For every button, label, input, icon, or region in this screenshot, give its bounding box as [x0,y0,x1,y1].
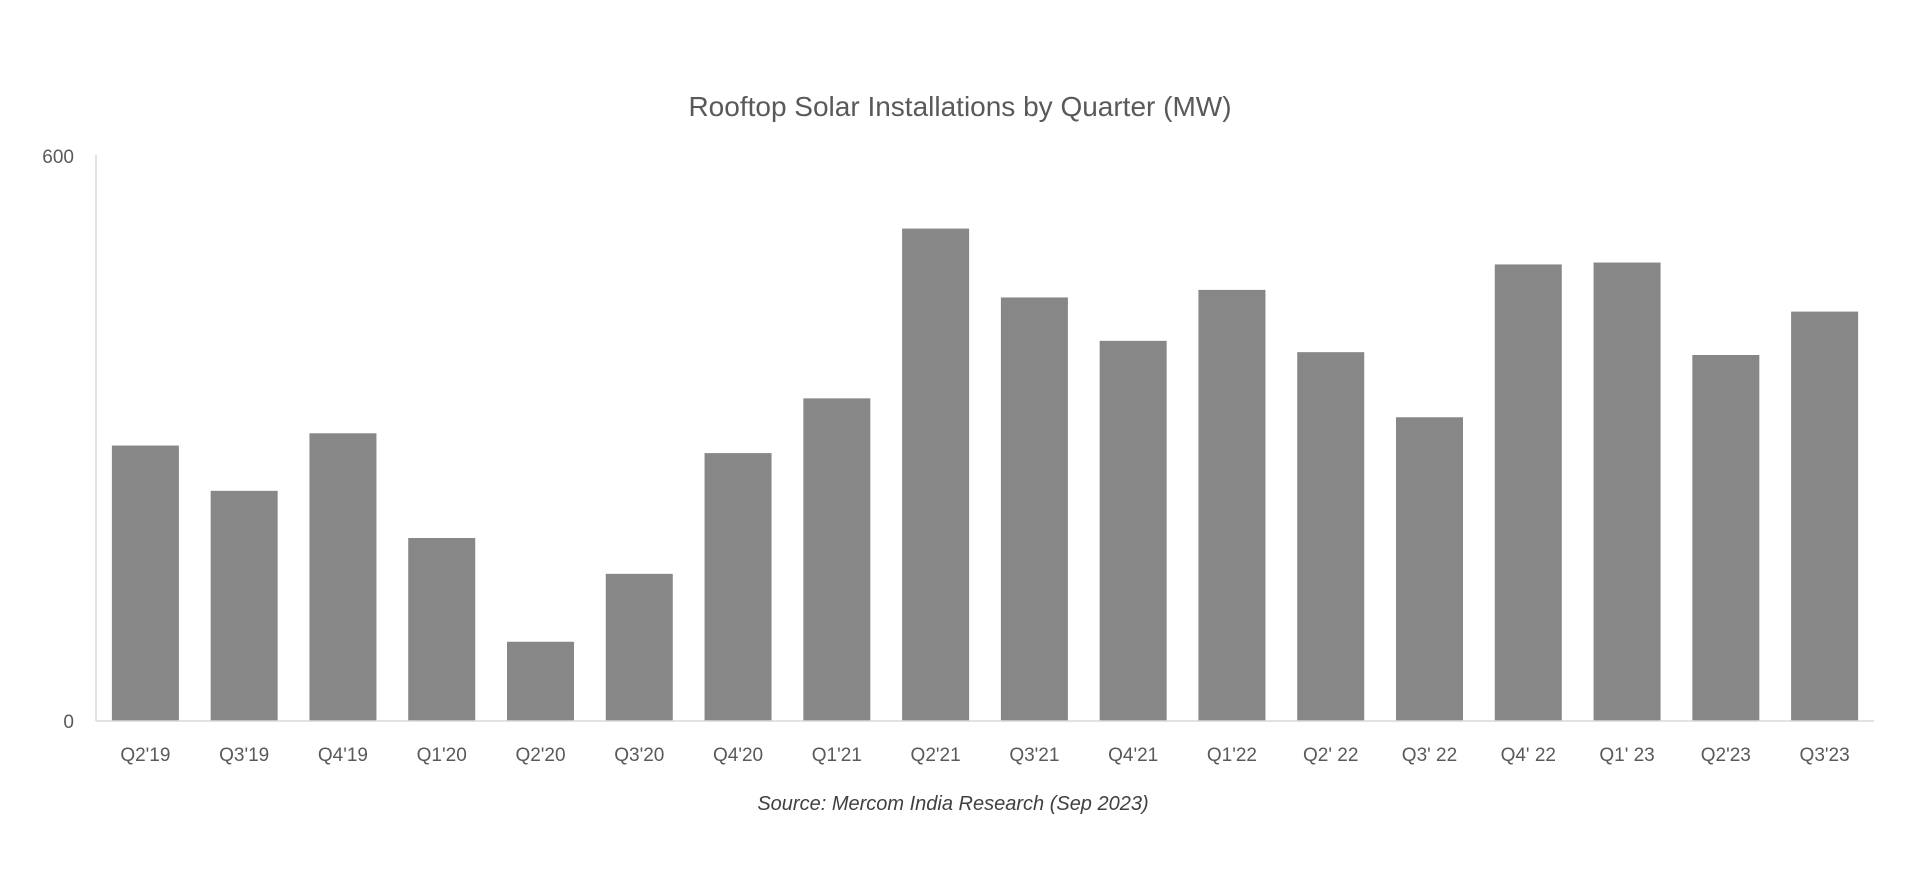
source-note: Source: Mercom India Research (Sep 2023) [757,793,1148,815]
bar [210,490,278,721]
bar [605,573,673,721]
x-tick-label: Q4'21 [1108,745,1158,766]
bar [1593,262,1661,721]
bar [902,228,970,721]
x-tick-label: Q3'23 [1800,745,1850,766]
x-tick-label: Q2'20 [515,745,565,766]
x-tick-label: Q2'21 [911,745,961,766]
x-tick-label: Q4' 22 [1501,745,1556,766]
x-tick-label: Q4'20 [713,745,763,766]
x-tick-label: Q1' 23 [1599,745,1654,766]
bar [1297,352,1365,721]
bar [1692,354,1760,721]
x-tick-label: Q3'21 [1009,745,1059,766]
bar [1396,417,1463,721]
y-tick-label: 0 [63,712,74,733]
x-tick-label: Q1'22 [1207,745,1257,766]
bar [408,537,476,721]
x-tick-label: Q3'19 [219,745,269,766]
x-tick-label: Q3'20 [614,745,664,766]
x-tick-label: Q2'23 [1701,745,1751,766]
bar [1000,297,1068,721]
x-tick-label: Q1'20 [417,745,467,766]
bar [1791,311,1859,721]
bar [309,433,377,721]
bar [111,445,179,721]
x-tick-label: Q4'19 [318,745,368,766]
y-tick-label: 600 [42,147,74,168]
chart-title: Rooftop Solar Installations by Quarter (… [688,91,1231,122]
bar [704,453,772,721]
x-tick-label: Q2'19 [120,745,170,766]
bar [1494,264,1562,721]
bar [1099,340,1167,721]
bar [803,398,871,721]
x-tick-label: Q1'21 [812,745,862,766]
x-tick-label: Q3' 22 [1402,745,1457,766]
bar [1198,289,1266,721]
x-tick-label: Q2' 22 [1303,745,1358,766]
bar [507,641,574,721]
